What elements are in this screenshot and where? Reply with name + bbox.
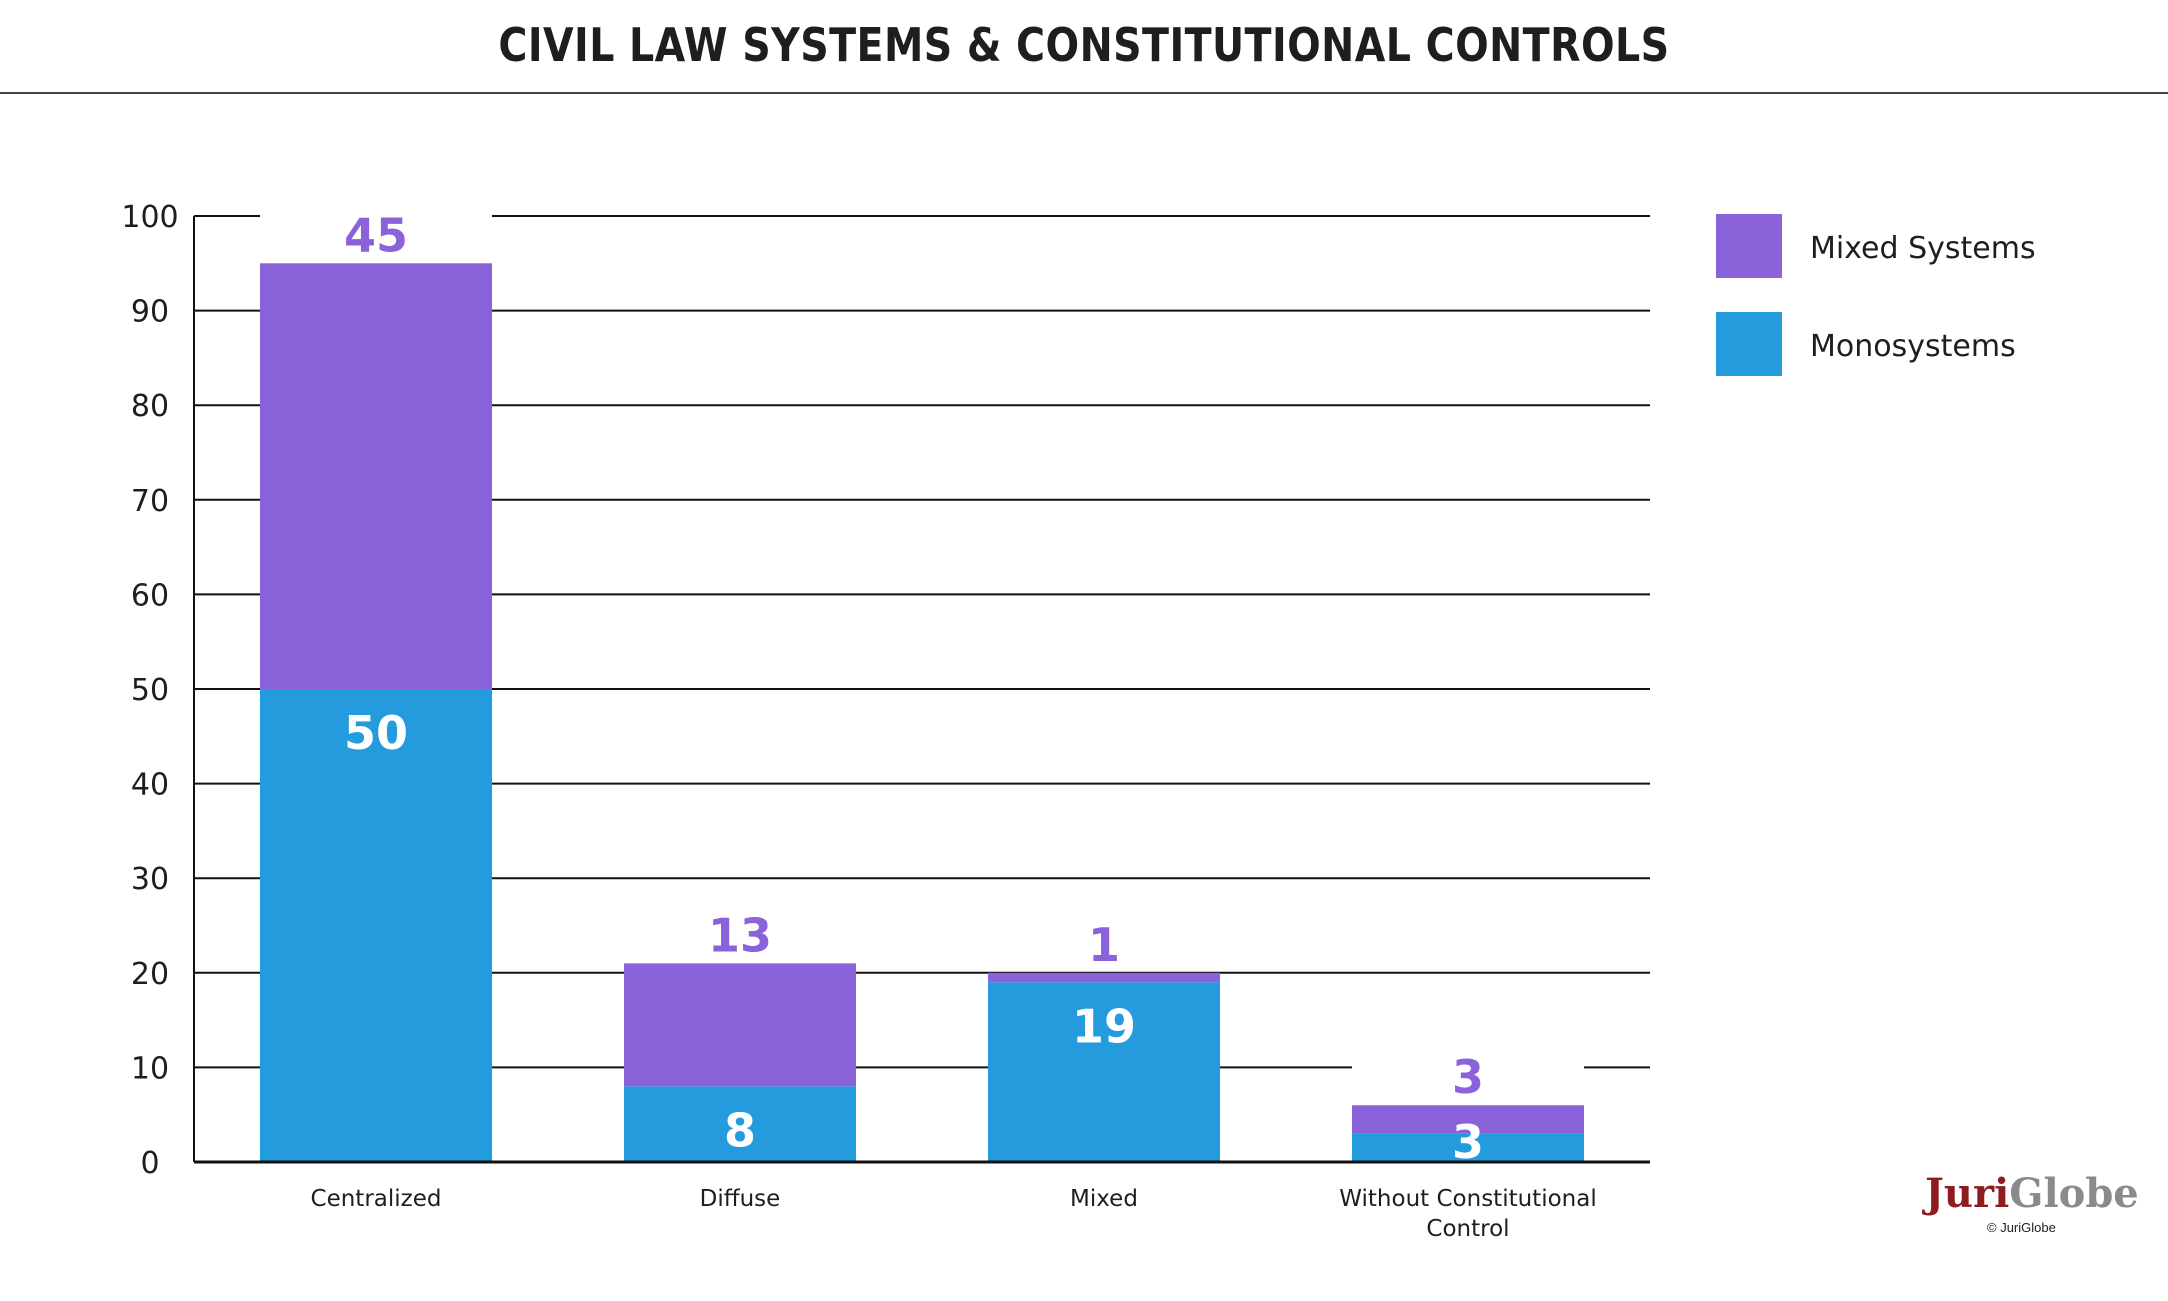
y-tick-label: 20 <box>131 957 169 992</box>
bar-monosystems <box>260 689 492 1162</box>
x-category-label: Control <box>1426 1216 1509 1242</box>
y-tick-label: 0 <box>140 1146 159 1181</box>
logo-wordmark: JuriGlobe <box>1925 1170 2139 1217</box>
data-label-mixed-systems: 3 <box>1452 1050 1484 1104</box>
y-tick-label: 90 <box>131 295 169 330</box>
bar-mixed-systems <box>988 972 1220 983</box>
label-mask <box>624 901 856 958</box>
legend-label: Monosystems <box>1810 329 2016 364</box>
bar-mixed-systems <box>624 963 856 1087</box>
x-category-label: Without Constitutional <box>1339 1186 1596 1212</box>
bar-monosystems <box>1352 1133 1584 1162</box>
chart-title: CIVIL LAW SYSTEMS & CONSTITUTIONAL CONTR… <box>498 18 1670 72</box>
y-tick-label: 30 <box>131 862 169 897</box>
label-mask <box>260 201 492 258</box>
bar-mixed-systems <box>260 263 492 689</box>
label-mask <box>1352 1043 1584 1100</box>
x-category-label: Mixed <box>1070 1186 1138 1212</box>
bar-monosystems <box>624 1086 856 1162</box>
bar-mixed-systems <box>1352 1105 1584 1134</box>
data-label-monosystems: 50 <box>344 706 408 760</box>
bar-monosystems <box>988 982 1220 1162</box>
juriglobe-logo: JuriGlobe © JuriGlobe <box>1925 1170 2139 1240</box>
label-mask <box>988 910 1220 967</box>
y-tick-label: 80 <box>131 389 169 424</box>
data-label-monosystems: 19 <box>1072 999 1136 1053</box>
legend-swatch <box>1716 312 1782 376</box>
data-label-mixed-systems: 13 <box>708 908 772 962</box>
x-category-label: Centralized <box>311 1186 442 1212</box>
y-tick-label: 100 <box>121 200 178 235</box>
logo-copyright: © JuriGlobe <box>1987 1220 2056 1235</box>
legend-swatch <box>1716 214 1782 278</box>
x-category-label: Diffuse <box>700 1186 781 1212</box>
y-tick-label: 60 <box>131 578 169 613</box>
y-tick-label: 50 <box>131 673 169 708</box>
legend-label: Mixed Systems <box>1810 231 2036 266</box>
y-tick-label: 40 <box>131 768 169 803</box>
title-divider <box>0 92 2168 94</box>
y-tick-label: 10 <box>131 1051 169 1086</box>
y-tick-label: 70 <box>131 484 169 519</box>
data-label-monosystems: 8 <box>724 1103 756 1157</box>
data-label-monosystems: 3 <box>1452 1115 1484 1169</box>
data-label-mixed-systems: 1 <box>1088 918 1120 972</box>
data-label-mixed-systems: 45 <box>344 208 408 262</box>
